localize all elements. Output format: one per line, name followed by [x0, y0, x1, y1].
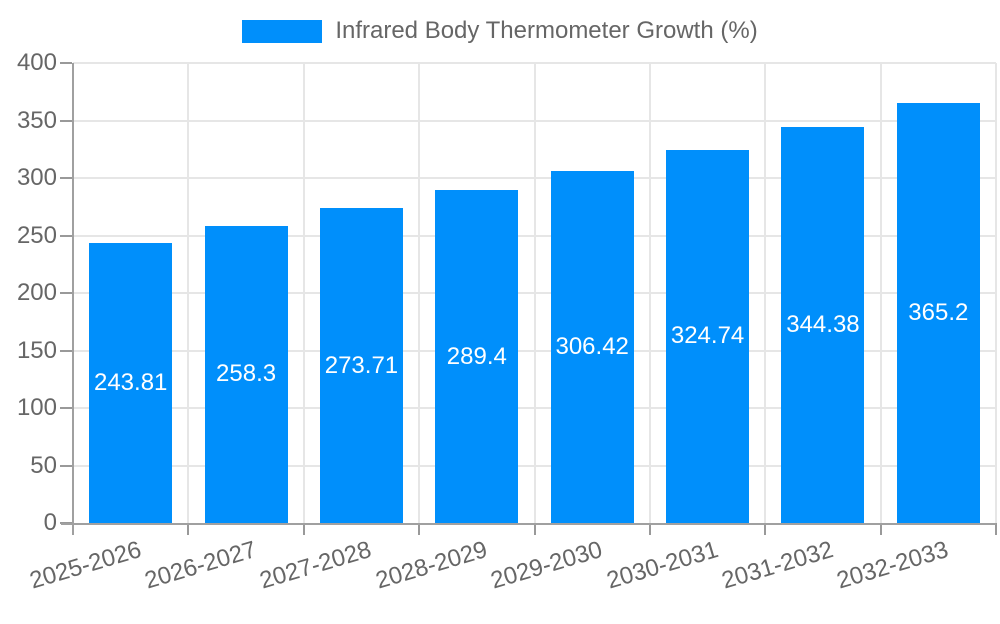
bar[interactable]: 306.42	[550, 170, 634, 523]
bar-value-label: 344.38	[786, 310, 860, 338]
y-axis-tick	[60, 464, 72, 467]
y-axis-tick-label: 400	[16, 49, 57, 76]
y-axis-tick	[60, 292, 72, 294]
gridline-vertical	[764, 63, 767, 523]
y-axis-tick-label: 150	[16, 336, 57, 364]
bar[interactable]: 365.2	[896, 103, 980, 523]
y-axis-tick-label: 0	[43, 509, 57, 536]
bar-value-label: 306.42	[555, 332, 629, 360]
legend: Infrared Body Thermometer Growth (%)	[0, 17, 1000, 45]
y-axis-tick	[60, 62, 72, 64]
y-axis-tick-label: 300	[16, 164, 57, 191]
bar[interactable]: 273.71	[319, 208, 403, 523]
x-axis-tick	[187, 523, 190, 535]
bar[interactable]: 258.3	[204, 225, 288, 523]
gridline-vertical	[533, 63, 536, 523]
bar[interactable]: 324.74	[666, 149, 750, 523]
bar-value-label: 289.4	[446, 342, 507, 370]
y-axis-tick-label: 100	[16, 394, 57, 421]
x-axis-tick	[302, 523, 305, 535]
bar-value-label: 273.71	[324, 351, 399, 379]
gridline-vertical	[648, 63, 651, 523]
bar-value-label: 258.3	[216, 360, 277, 388]
y-axis-tick	[60, 407, 72, 409]
bar-value-label: 243.81	[93, 368, 168, 396]
x-axis-tick	[648, 523, 651, 535]
gridline-vertical	[879, 63, 882, 523]
gridline-vertical	[995, 63, 997, 523]
legend-label: Infrared Body Thermometer Growth (%)	[335, 17, 758, 44]
y-axis-tick-label: 50	[30, 451, 57, 479]
legend-item[interactable]: Infrared Body Thermometer Growth (%)	[242, 17, 758, 45]
bar[interactable]: 289.4	[435, 190, 519, 523]
gridline-vertical	[187, 63, 190, 523]
gridline-vertical	[418, 63, 421, 523]
y-axis-tick-label: 350	[16, 106, 57, 134]
y-axis-tick	[60, 177, 72, 179]
bar[interactable]: 344.38	[781, 126, 865, 523]
y-axis-tick-label: 250	[16, 221, 57, 249]
legend-swatch-icon	[242, 19, 323, 43]
x-axis-tick	[995, 523, 997, 535]
bar[interactable]: 243.81	[89, 242, 173, 523]
bar-chart: Infrared Body Thermometer Growth (%) 243…	[0, 17, 1000, 595]
x-axis-line	[61, 523, 996, 525]
x-axis-tick	[879, 523, 882, 535]
bar-value-label: 365.2	[908, 299, 969, 327]
x-axis-tick	[418, 523, 421, 535]
y-axis-tick-label: 200	[16, 279, 57, 306]
bar-value-label: 324.74	[670, 322, 745, 350]
x-axis-tick	[764, 523, 767, 535]
y-axis-tick	[60, 119, 72, 122]
plot-area: 243.81 258.3 273.71 289.4 306.42 324.74 344.38…	[73, 62, 997, 523]
y-axis-tick	[60, 234, 72, 237]
y-axis-tick	[60, 349, 72, 352]
y-axis-line	[72, 63, 74, 535]
gridline-vertical	[302, 63, 305, 523]
x-axis-tick	[533, 523, 536, 535]
